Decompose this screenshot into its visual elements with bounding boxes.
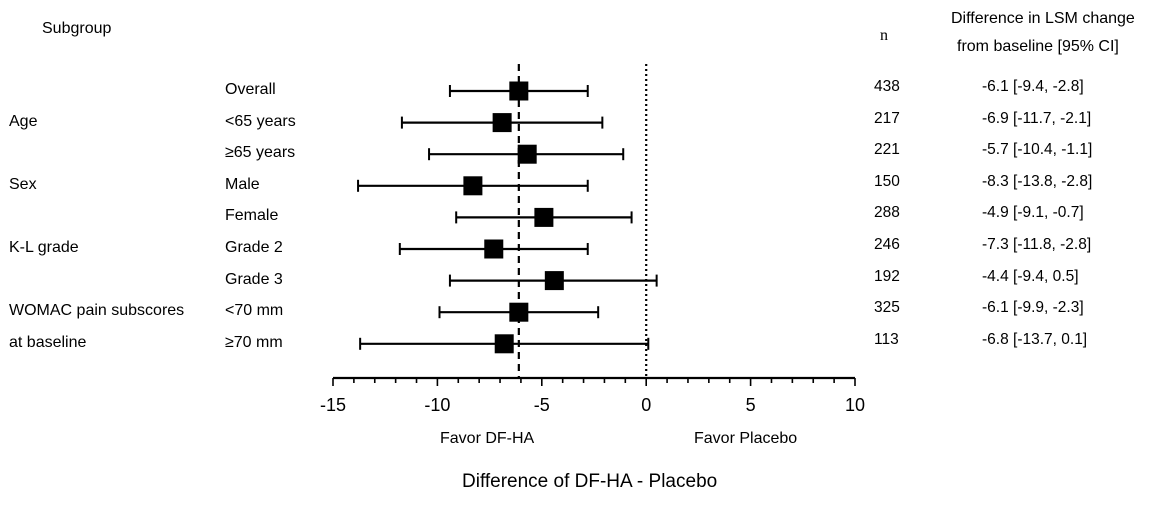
x-tick-label: -15 [320, 395, 346, 415]
point-estimate-box [509, 81, 529, 101]
subgroup-label: <70 mm [225, 302, 284, 320]
n-header: n [880, 27, 888, 44]
subgroup-label: ≥70 mm [225, 333, 283, 351]
subgroup-label: ≥65 years [225, 144, 296, 162]
subgroup-label: Grade 3 [225, 270, 283, 288]
favor-right-label: Favor Placebo [694, 430, 798, 447]
sample-size: 192 [874, 267, 900, 285]
point-estimate-box [517, 144, 537, 164]
sample-size: 113 [874, 330, 899, 348]
sample-size: 217 [874, 109, 900, 127]
group-label: WOMAC pain subscores [9, 302, 185, 320]
difference-ci-value: -6.8 [-13.7, 0.1] [982, 330, 1088, 348]
difference-ci-value: -4.4 [-9.4, 0.5] [982, 267, 1079, 285]
difference-ci-value: -8.3 [-13.8, -2.8] [982, 172, 1093, 190]
point-estimate-box [494, 334, 514, 354]
x-tick-label: -10 [424, 395, 450, 415]
difference-header-line1: Difference in LSM change [951, 10, 1135, 27]
sample-size: 246 [874, 236, 900, 253]
subgroup-label: Male [225, 175, 260, 193]
x-tick-label: -5 [534, 395, 550, 415]
difference-ci-value: -4.9 [-9.1, -0.7] [982, 204, 1084, 222]
subgroup-label: Grade 2 [225, 239, 283, 256]
point-estimate-box [463, 176, 483, 196]
group-label: at baseline [9, 333, 87, 351]
subgroup-label: <65 years [225, 112, 296, 130]
x-tick-label: 10 [845, 395, 865, 415]
difference-ci-value: -6.1 [-9.9, -2.3] [982, 299, 1084, 317]
point-estimate-box [492, 113, 512, 133]
x-tick-label: 5 [746, 395, 756, 415]
x-axis-title: Difference of DF-HA - Placebo [462, 471, 718, 492]
difference-header-line2: from baseline [95% CI] [957, 38, 1119, 55]
group-label: Age [9, 112, 38, 130]
difference-ci-value: -5.7 [-10.4, -1.1] [982, 141, 1093, 159]
point-estimate-box [509, 302, 529, 322]
sample-size: 325 [874, 299, 900, 317]
subgroup-label: Overall [225, 81, 276, 98]
sample-size: 150 [874, 172, 900, 190]
group-label: K-L grade [9, 239, 79, 256]
point-estimate-box [484, 239, 504, 259]
group-label: Sex [9, 175, 37, 193]
sample-size: 438 [874, 78, 900, 95]
difference-ci-value: -6.1 [-9.4, -2.8] [982, 78, 1084, 95]
favor-left-label: Favor DF-HA [440, 430, 535, 447]
point-estimate-box [544, 271, 564, 291]
point-estimate-box [534, 207, 554, 227]
difference-ci-value: -6.9 [-11.7, -2.1] [982, 109, 1092, 127]
sample-size: 288 [874, 204, 900, 222]
x-tick-label: 0 [641, 395, 651, 415]
difference-ci-value: -7.3 [-11.8, -2.8] [982, 236, 1092, 253]
subgroup-header: Subgroup [42, 20, 112, 37]
sample-size: 221 [874, 141, 900, 159]
subgroup-label: Female [225, 207, 279, 225]
